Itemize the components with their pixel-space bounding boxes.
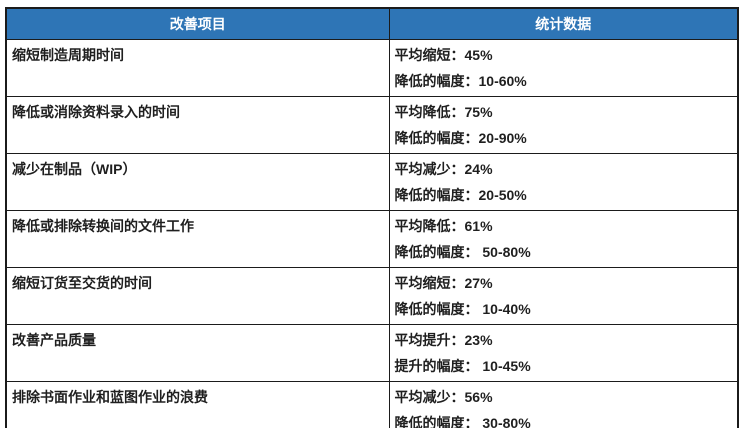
stat-range-line: 提升的幅度： 10-45% <box>394 358 531 374</box>
table-header-row: 改善项目 统计数据 <box>5 7 739 40</box>
table-row: 降低或消除资料录入的时间 平均降低：75% 降低的幅度：20-90% <box>5 96 739 154</box>
stat-range-line: 降低的幅度：20-50% <box>394 187 527 203</box>
statistics-cell: 平均缩短：27% 降低的幅度： 10-40% <box>388 267 739 325</box>
statistics-cell: 平均缩短：45% 降低的幅度：10-60% <box>388 39 739 97</box>
improvement-item-label: 缩短制造周期时间 <box>12 47 124 63</box>
stat-range-line: 降低的幅度： 30-80% <box>394 415 531 428</box>
improvement-item-cell: 改善产品质量 <box>5 324 390 382</box>
improvement-item-label: 减少在制品（WIP） <box>12 161 137 177</box>
improvement-item-cell: 降低或排除转换间的文件工作 <box>5 210 390 268</box>
improvement-item-label: 排除书面作业和蓝图作业的浪费 <box>12 389 208 405</box>
improvement-item-cell: 减少在制品（WIP） <box>5 153 390 211</box>
table-row: 改善产品质量 平均提升：23% 提升的幅度： 10-45% <box>5 324 739 382</box>
stat-average-line: 平均缩短：27% <box>394 275 493 291</box>
table-row: 排除书面作业和蓝图作业的浪费 平均减少：56% 降低的幅度： 30-80% <box>5 381 739 428</box>
table-row: 降低或排除转换间的文件工作 平均降低：61% 降低的幅度： 50-80% <box>5 210 739 268</box>
improvement-item-cell: 缩短制造周期时间 <box>5 39 390 97</box>
improvement-item-label: 降低或消除资料录入的时间 <box>12 104 180 120</box>
improvement-item-cell: 缩短订货至交货的时间 <box>5 267 390 325</box>
stat-average-line: 平均减少：24% <box>394 161 493 177</box>
statistics-cell: 平均减少：56% 降低的幅度： 30-80% <box>388 381 739 428</box>
stat-average-line: 平均提升：23% <box>394 332 493 348</box>
improvement-item-cell: 排除书面作业和蓝图作业的浪费 <box>5 381 390 428</box>
statistics-cell: 平均降低：61% 降低的幅度： 50-80% <box>388 210 739 268</box>
statistics-cell: 平均减少：24% 降低的幅度：20-50% <box>388 153 739 211</box>
table-row: 缩短订货至交货的时间 平均缩短：27% 降低的幅度： 10-40% <box>5 267 739 325</box>
column-header-improvement-items: 改善项目 <box>5 7 390 40</box>
improvement-item-cell: 降低或消除资料录入的时间 <box>5 96 390 154</box>
stat-range-line: 降低的幅度：20-90% <box>394 130 527 146</box>
table-row: 减少在制品（WIP） 平均减少：24% 降低的幅度：20-50% <box>5 153 739 211</box>
table-row: 缩短制造周期时间 平均缩短：45% 降低的幅度：10-60% <box>5 39 739 97</box>
stat-range-line: 降低的幅度： 10-40% <box>394 301 531 317</box>
improvement-item-label: 改善产品质量 <box>12 332 96 348</box>
stat-average-line: 平均减少：56% <box>394 389 493 405</box>
improvement-item-label: 降低或排除转换间的文件工作 <box>12 218 194 234</box>
statistics-cell: 平均提升：23% 提升的幅度： 10-45% <box>388 324 739 382</box>
stat-range-line: 降低的幅度： 50-80% <box>394 244 531 260</box>
column-header-statistics: 统计数据 <box>388 7 739 40</box>
stat-range-line: 降低的幅度：10-60% <box>394 73 527 89</box>
statistics-cell: 平均降低：75% 降低的幅度：20-90% <box>388 96 739 154</box>
improvement-item-label: 缩短订货至交货的时间 <box>12 275 152 291</box>
improvement-stats-table: 改善项目 统计数据 缩短制造周期时间 平均缩短：45% 降低的幅度：10-60%… <box>5 7 739 428</box>
stat-average-line: 平均缩短：45% <box>394 47 493 63</box>
stat-average-line: 平均降低：61% <box>394 218 493 234</box>
stat-average-line: 平均降低：75% <box>394 104 493 120</box>
